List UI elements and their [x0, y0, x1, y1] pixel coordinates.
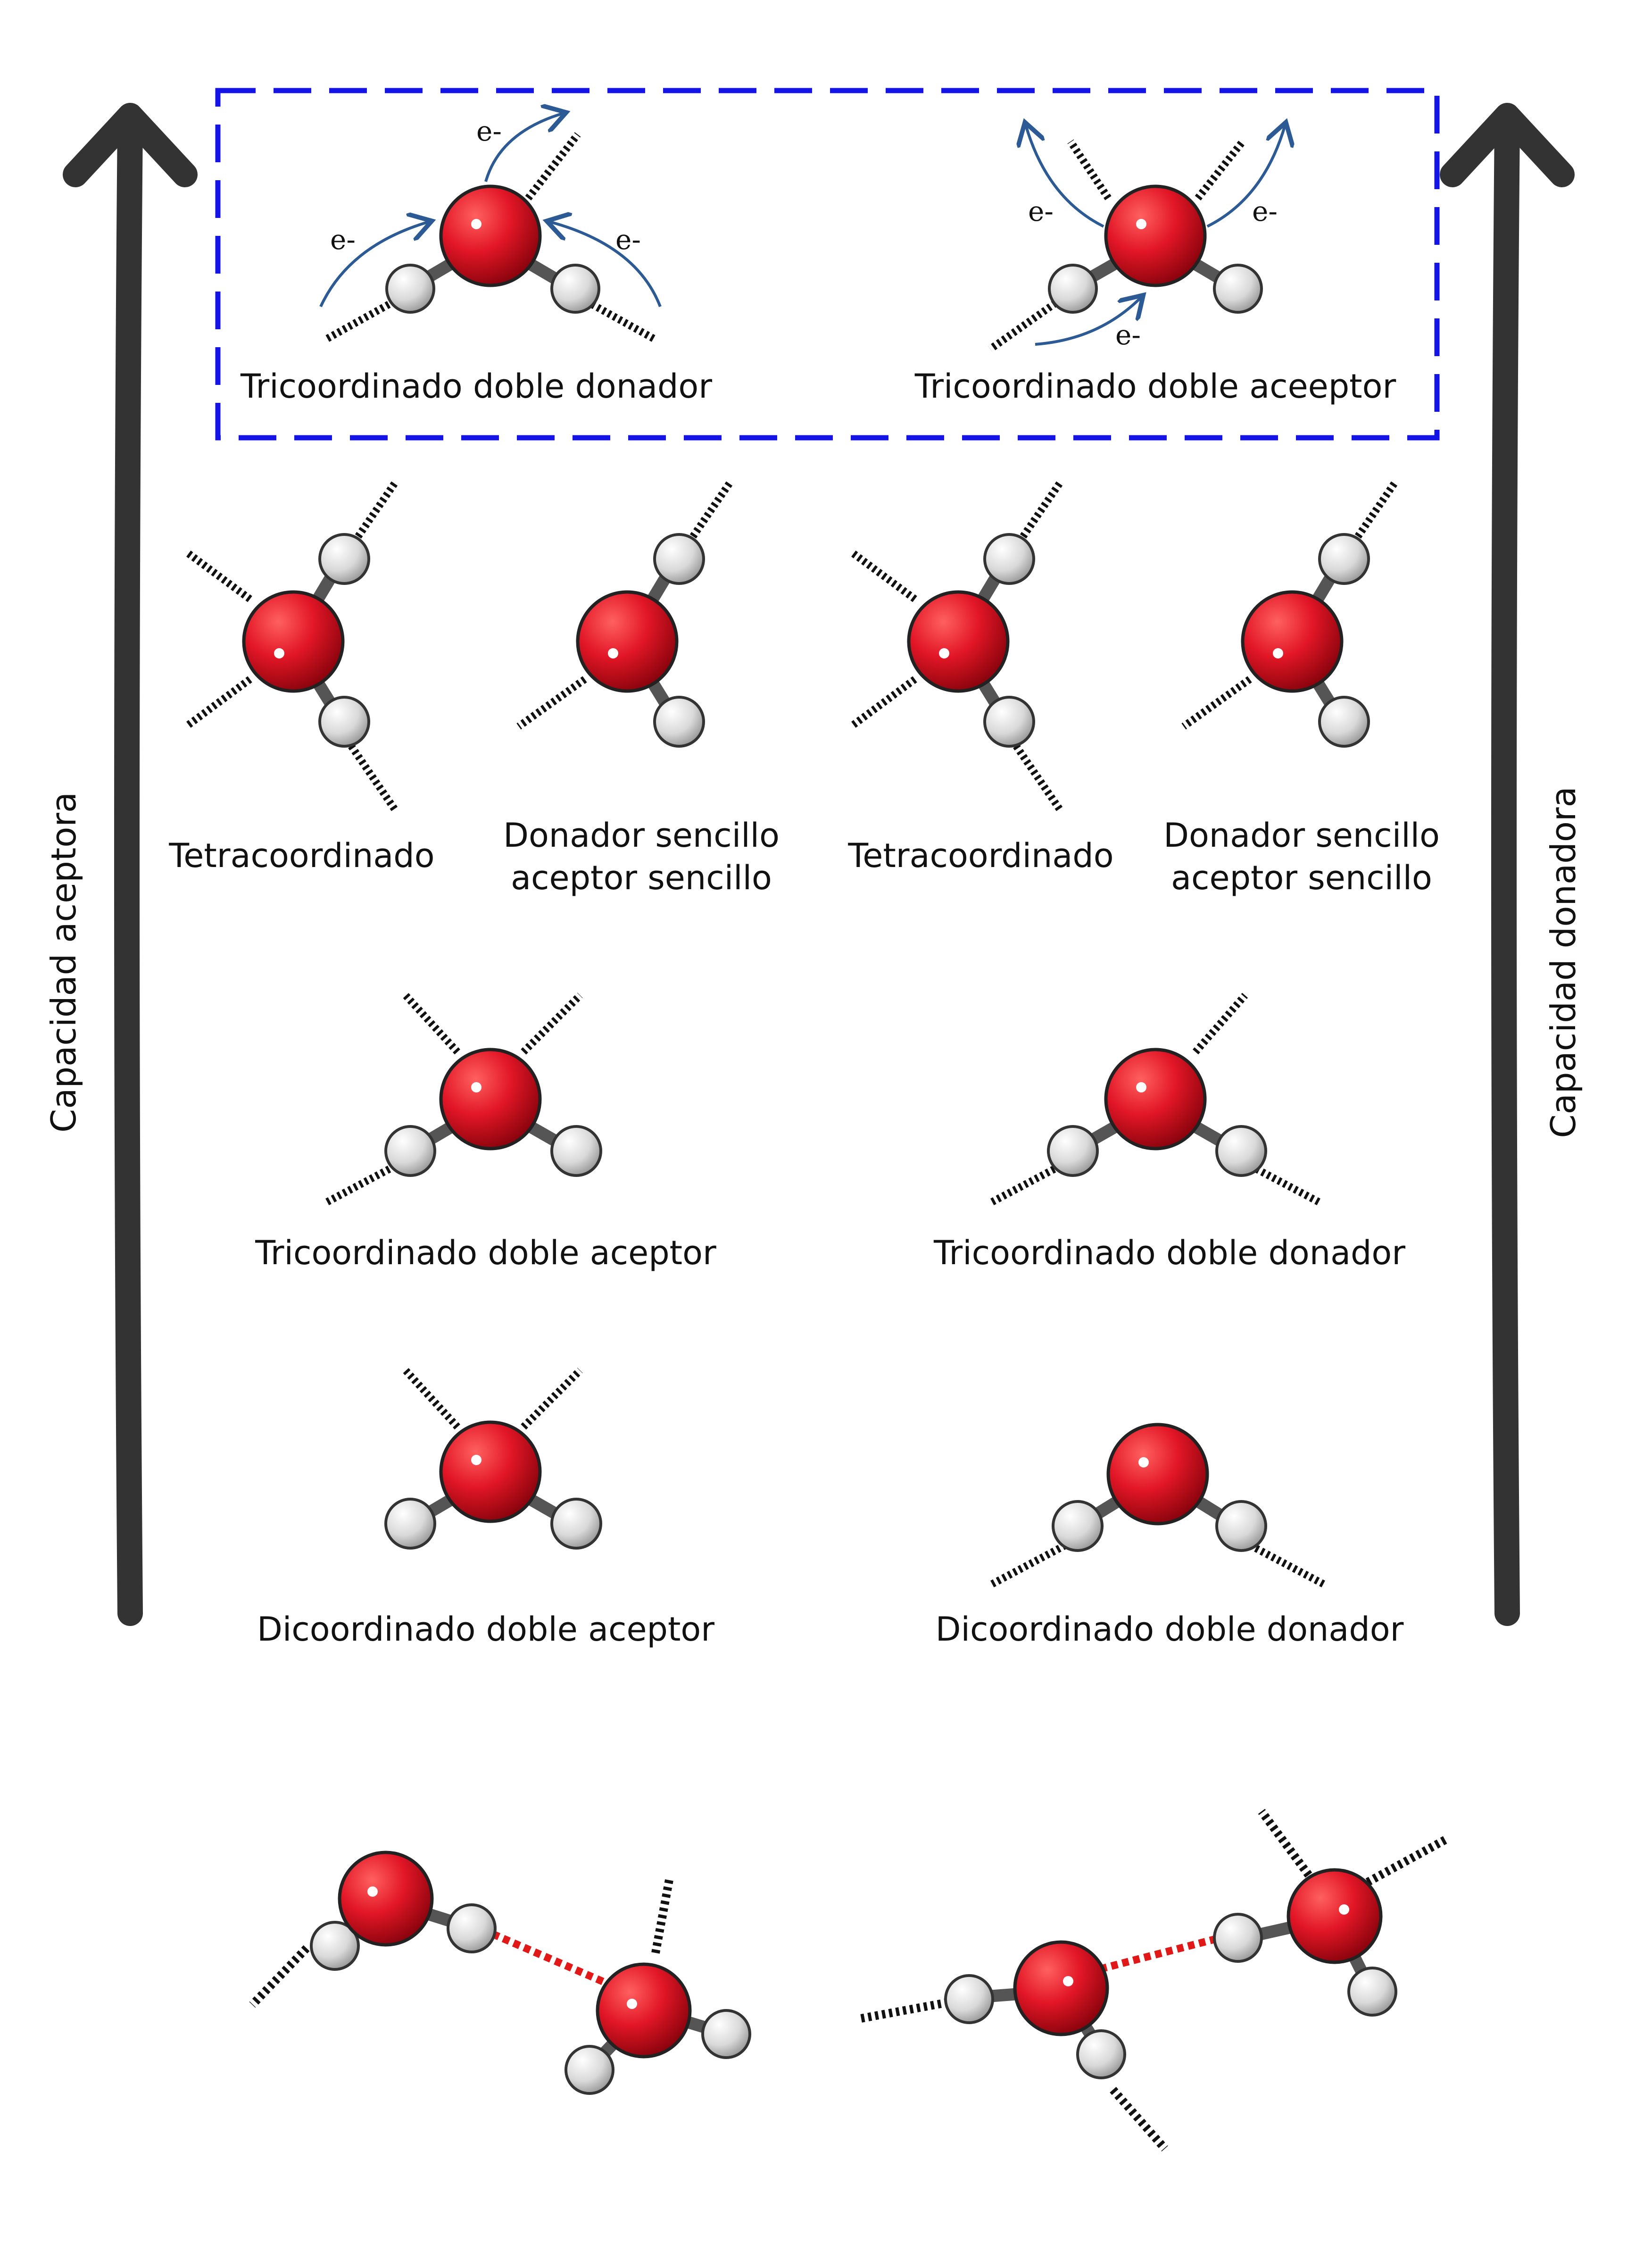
molecule-tri-double-acceptor-top: [988, 139, 1263, 352]
left-axis-arrow: [63, 103, 198, 1626]
hbond-pair-right: [857, 1809, 1448, 2151]
electron-label: e-: [615, 224, 641, 256]
caption-single-donor-acceptor-1-line2: aceptor sencillo: [511, 859, 772, 897]
caption-tri-double-donor: Tricoordinado doble donador: [933, 1234, 1405, 1272]
caption-tri-double-acceptor: Tricoordinado doble aceptor: [255, 1234, 716, 1272]
highlight-box: [215, 88, 1440, 441]
caption-single-donor-acceptor-2-line2: aceptor sencillo: [1171, 859, 1432, 897]
molecule-tri-double-donor: [988, 992, 1322, 1207]
caption-single-donor-acceptor-1-line1: Donador sencillo: [503, 816, 780, 855]
caption-single-donor-acceptor-2-line1: Donador sencillo: [1163, 816, 1440, 855]
caption-di-double-donor: Dicoordinado doble donador: [936, 1610, 1404, 1649]
molecule-di-double-donor: [988, 1423, 1327, 1589]
left-axis-label: Capacidad aceptora: [44, 792, 83, 1133]
molecule-tri-double-donor-top: [324, 132, 657, 343]
molecule-di-double-acceptor: [384, 1367, 602, 1550]
caption-di-double-acceptor: Dicoordinado doble aceptor: [257, 1610, 714, 1649]
caption-tri-double-donor-top: Tricoordinado doble donador: [240, 367, 712, 406]
right-axis-arrow: [1440, 103, 1575, 1626]
molecule-single-donor-acceptor-1: [516, 479, 734, 748]
electron-label: e-: [1028, 195, 1054, 227]
caption-tetra-1: Tetracoordinado: [168, 836, 434, 875]
molecule-single-donor-acceptor-2: [1181, 479, 1399, 748]
electron-label: e-: [1252, 195, 1278, 227]
electron-label: e-: [1115, 319, 1141, 351]
caption-tri-double-acceptor-top: Tricoordinado doble aceeptor: [914, 367, 1396, 406]
molecule-tetra-1: [184, 479, 399, 814]
right-axis-label: Capacidad donadora: [1544, 786, 1583, 1138]
molecule-tri-double-acceptor: [324, 992, 602, 1207]
electron-label: e-: [330, 224, 356, 256]
electron-label: e-: [476, 115, 502, 147]
caption-tetra-2: Tetracoordinado: [847, 836, 1113, 875]
electron-arrows-right: [1026, 125, 1285, 346]
electron-arrows-left: [319, 113, 662, 308]
molecule-tetra-2: [849, 479, 1064, 814]
hbond-pair-left: [249, 1851, 751, 2095]
